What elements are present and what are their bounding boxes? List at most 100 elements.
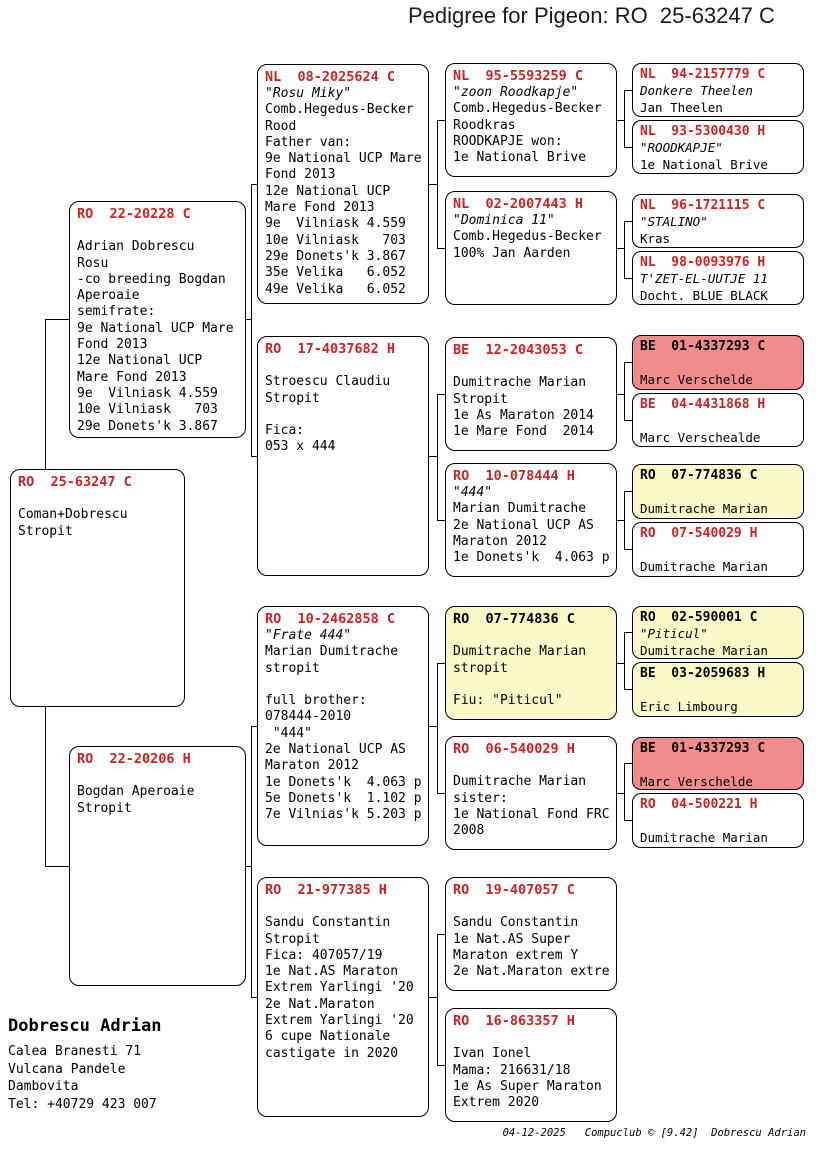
box-text-line	[265, 407, 421, 423]
connector-line	[624, 90, 633, 91]
connector-line	[45, 866, 70, 867]
connector-line	[624, 491, 633, 492]
pedigree-box-dsdd: RO 04-500221 H Dumitrache Marian	[632, 793, 804, 848]
box-text-line: 12e National UCP	[265, 183, 391, 199]
connector-line	[437, 248, 446, 249]
box-details: "Piticul" Dumitrache Marian	[640, 626, 796, 658]
box-text-line	[265, 358, 421, 374]
connector-line	[437, 663, 446, 664]
connector-line	[624, 763, 633, 764]
box-text-line: Comb.Hegedus-Becker	[453, 101, 602, 117]
connector-line	[624, 763, 625, 821]
box-text-line: Fica: 407057/19	[265, 947, 383, 963]
box-details: "Frate 444" Marian Dumitrache stropit full…	[265, 628, 422, 824]
box-text-line: 1e National Fond FRC	[453, 806, 610, 822]
ring-number: RO 06-540029 H	[453, 741, 575, 757]
box-text-line: Dumitrache Marian	[453, 375, 587, 391]
pedigree-box-dsd: RO 06-540029 H Dumitrache Marian sister: 1…	[445, 736, 617, 850]
box-text-line: sister:	[453, 790, 508, 806]
connector-line	[246, 319, 252, 320]
box-text-line: Fica:	[265, 423, 305, 439]
box-text-line: Stropit	[265, 390, 320, 406]
box-text-line: 9e Vilniask 4.559	[265, 216, 406, 232]
connector-line	[624, 221, 633, 222]
ring-number: RO 21-977385 H	[265, 882, 387, 898]
box-text-line: Eric Limbourg	[640, 698, 738, 714]
box-text-line: 2e National UCP AS	[453, 517, 594, 533]
box-details: Coman+Dobrescu Stropit	[18, 491, 177, 540]
box-details: "Rosu Miky" Comb.Hegedus-Becker Rood Father…	[265, 86, 422, 298]
ring-number: BE 04-4431868 H	[640, 397, 766, 412]
pedigree-box-dds: RO 19-407057 C Sandu Constantin 1e Nat.AS…	[445, 877, 617, 991]
pedigree-box-ssss: NL 94-2157779 C Donkere Theelen Jan Theel…	[632, 63, 804, 117]
connector-line	[617, 120, 625, 121]
box-text-line: ROODKAPJE won:	[453, 133, 563, 149]
pedigree-box-sds: BE 12-2043053 C Dumitrache Marian Stropit…	[445, 337, 617, 451]
connector-line	[437, 120, 446, 121]
ring-number: NL 94-2157779 C	[640, 67, 766, 82]
ring-number: RO 04-500221 H	[640, 797, 758, 812]
connector-line	[617, 394, 625, 395]
box-text-line: 1e As Super Maraton	[453, 1078, 602, 1094]
ring-number: RO 16-863357 H	[453, 1013, 575, 1029]
box-text-line: Ivan Ionel	[453, 1046, 532, 1062]
box-text-line: Dumitrache Marian	[640, 558, 768, 574]
connector-line	[251, 726, 258, 727]
box-details: Dumitrache Marian Stropit 1e As Maraton 20…	[453, 359, 609, 440]
connector-line	[624, 362, 625, 421]
box-text-line: Dumitrache Marian	[640, 500, 768, 516]
box-text-line: 1e Nat.AS Super	[453, 931, 571, 947]
connector-line	[437, 663, 438, 794]
pedigree-box-dd: RO 21-977385 H Sandu Constantin Stropit Fi…	[257, 877, 429, 1117]
owner-address: Calea Branesti 71 Vulcana Pandele Dambovit…	[8, 1043, 162, 1113]
box-text-line	[77, 223, 238, 239]
box-text-line	[453, 758, 609, 774]
box-text-line: "444"	[453, 485, 493, 500]
box-text-line: Coman+Dobrescu	[18, 507, 128, 523]
box-text-line	[640, 355, 796, 372]
box-text-line: "zoon Roodkapje"	[453, 85, 579, 100]
box-text-line: stropit	[265, 660, 320, 676]
box-text-line: Sandu Constantin	[265, 915, 391, 931]
box-text-line: 49e Velika 6.052	[265, 281, 406, 297]
ring-number: RO 22-20228 C	[77, 206, 191, 222]
box-details: Stroescu Claudiu Stropit Fica: 053 x 444	[265, 358, 421, 456]
box-text-line: Dumitrache Marian	[640, 642, 768, 658]
box-details: Adrian Dobrescu Rosu -co breeding Bogdan Ap…	[77, 223, 238, 435]
box-text-line: Aperoaie	[77, 288, 140, 304]
box-text-line: Comb.Hegedus-Becker	[265, 102, 414, 118]
ring-number: BE 01-4337293 C	[640, 741, 766, 756]
connector-line	[429, 997, 438, 998]
box-details: Dumitrache Marian sister: 1e National Fond…	[453, 758, 610, 839]
box-details: Marc Verschelde	[640, 757, 796, 789]
ring-number: BE 12-2043053 C	[453, 342, 584, 358]
box-text-line: Roodkras	[453, 117, 516, 133]
ring-number: RO 19-407057 C	[453, 882, 575, 898]
ring-number: RO 25-63247 C	[18, 474, 132, 490]
box-text-line: 12e National UCP	[77, 353, 203, 369]
box-text-line: "Piticul"	[640, 626, 708, 641]
ring-number: NL 95-5593259 C	[453, 68, 584, 84]
pedigree-box-dam: RO 22-20206 H Bogdan Aperoaie Stropit	[69, 746, 246, 986]
box-text-line: 6 cupe Nationale	[265, 1029, 391, 1045]
box-details: Bogdan Aperoaie Stropit	[77, 768, 238, 817]
connector-line	[617, 520, 625, 521]
ring-number: RO 07-774836 C	[453, 611, 575, 627]
pedigree-box-ssd: NL 02-2007443 H "Dominica 11" Comb.Hegedu…	[445, 191, 617, 305]
connector-line	[251, 184, 252, 457]
footer-credit: 04-12-2025 Compuclub © [9.42] Dobrescu A…	[502, 1127, 806, 1139]
box-details: Dumitrache Marian	[640, 484, 796, 517]
box-text-line: Maraton 2012	[453, 533, 547, 549]
connector-line	[617, 793, 625, 794]
box-text-line: Mare Fond 2013	[77, 369, 187, 385]
box-text-line: Jan Theelen	[640, 99, 723, 115]
ring-number: NL 96-1721115 C	[640, 198, 766, 213]
box-details: Marc Verschealde	[640, 413, 796, 446]
box-text-line: Fiu: "Piticul"	[453, 693, 563, 709]
box-text-line	[640, 413, 796, 430]
connector-line	[437, 793, 446, 794]
connector-line	[251, 456, 258, 457]
box-text-line: Stropit	[18, 523, 73, 539]
box-text-line: Bogdan Aperoaie	[77, 784, 195, 800]
connector-line	[251, 997, 258, 998]
